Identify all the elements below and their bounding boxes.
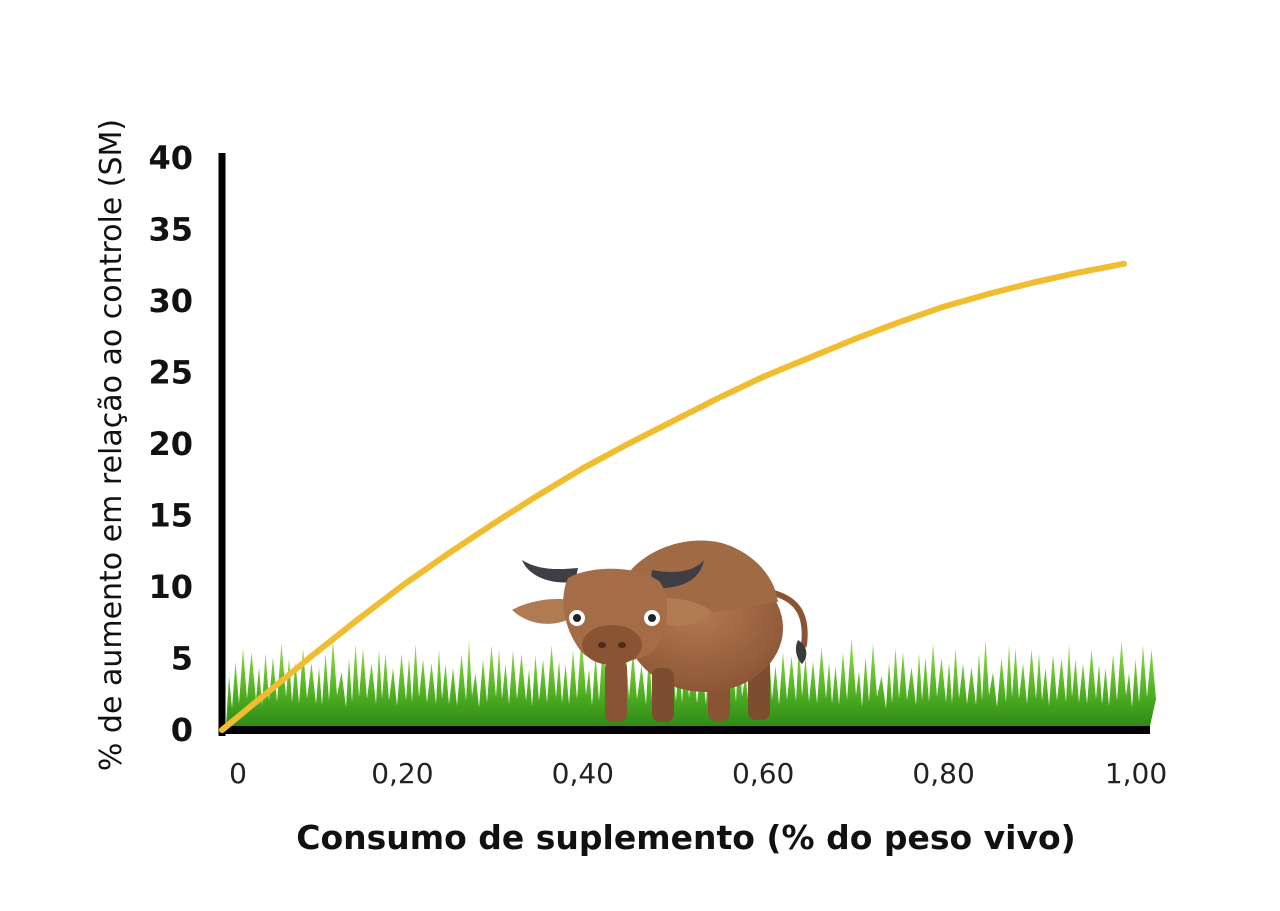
y-tick-label: 25: [148, 354, 193, 392]
x-tick-label: 1,00: [1105, 757, 1167, 790]
y-tick-label: 40: [148, 139, 193, 177]
y-tick-label: 35: [148, 211, 193, 249]
x-tick-label: 0,60: [732, 757, 794, 790]
y-tick-label: 30: [148, 282, 193, 320]
y-tick-label: 0: [171, 711, 193, 749]
x-axis-title: Consumo de suplemento (% do peso vivo): [296, 818, 1076, 857]
y-tick-label: 5: [171, 640, 193, 678]
x-tick-labels: 0 0,20 0,40 0,60 0,80 1,00: [229, 757, 1167, 790]
bull-illustration: [512, 540, 808, 722]
y-tick-label: 20: [148, 425, 193, 463]
y-tick-label: 10: [148, 568, 193, 606]
x-tick-label: 0,20: [371, 757, 433, 790]
y-axis-title: % de aumento em relação ao controle (SM): [94, 119, 129, 771]
x-tick-label: 0,40: [552, 757, 614, 790]
series-line: [219, 260, 1127, 733]
y-tick-labels: 0 5 10 15 20 25 30 35 40: [148, 139, 193, 749]
x-tick-label: 0: [229, 757, 247, 790]
y-tick-label: 15: [148, 497, 193, 535]
x-tick-label: 0,80: [912, 757, 974, 790]
